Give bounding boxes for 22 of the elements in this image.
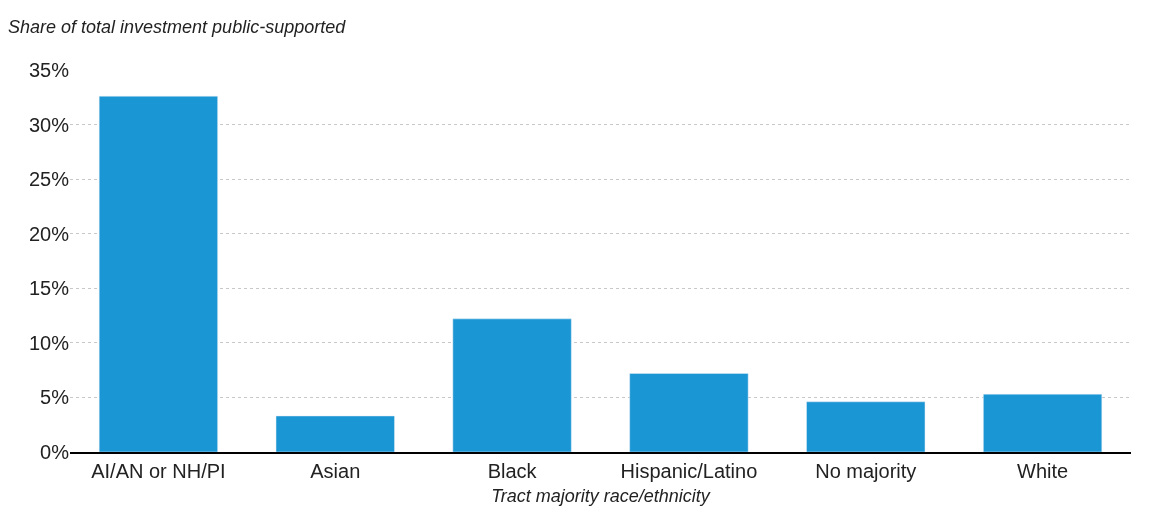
y-tick-label: 0% bbox=[40, 441, 70, 463]
y-axis-title: Share of total investment public-supported bbox=[8, 17, 347, 37]
bar bbox=[806, 401, 926, 452]
x-tick-label: Black bbox=[487, 460, 538, 482]
y-tick-label: 5% bbox=[40, 386, 70, 409]
x-axis-title: Tract majority race/ethnicity bbox=[491, 485, 711, 506]
bar bbox=[629, 373, 749, 452]
y-tick-label: 30% bbox=[28, 113, 70, 136]
bar bbox=[98, 95, 218, 452]
y-tick-label: 20% bbox=[28, 222, 70, 245]
x-tick-label: Asian bbox=[310, 460, 361, 482]
bar bbox=[983, 393, 1103, 452]
x-tick-label: Hispanic/Latino bbox=[620, 460, 758, 482]
y-tick-label: 10% bbox=[28, 331, 70, 354]
y-tick-label: 15% bbox=[28, 277, 70, 300]
x-tick-label: AI/AN or NH/PI bbox=[91, 460, 226, 482]
x-tick-label: No majority bbox=[815, 460, 917, 482]
bar bbox=[275, 415, 395, 452]
bar bbox=[452, 318, 572, 452]
x-tick-label: White bbox=[1017, 460, 1069, 482]
y-tick-label: 35% bbox=[28, 59, 70, 81]
y-tick-label: 25% bbox=[28, 168, 70, 191]
